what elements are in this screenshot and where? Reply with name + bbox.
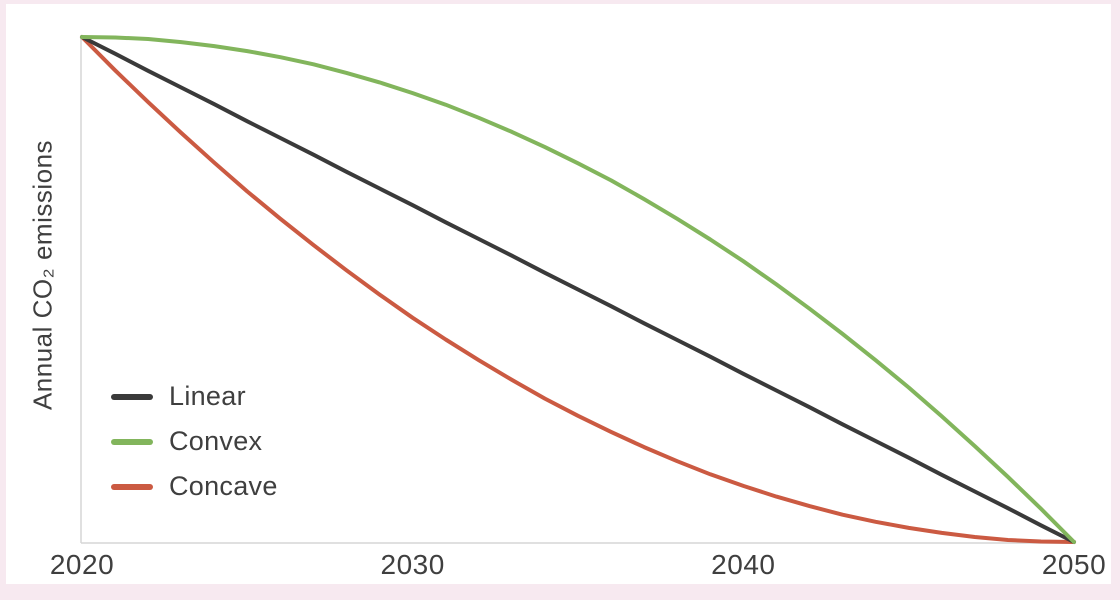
emissions-chart — [80, 35, 1076, 544]
legend-item-convex: Convex — [111, 419, 278, 464]
series-line-concave — [80, 35, 1076, 544]
legend-label: Convex — [169, 426, 263, 456]
convex-line-swatch-icon — [111, 438, 153, 445]
chart-panel: Annual CO₂ emissions 2020 2030 2040 2050… — [6, 4, 1111, 584]
x-tick-label: 2030 — [380, 549, 445, 580]
concave-line-swatch-icon — [111, 483, 153, 490]
legend-label: Concave — [169, 471, 278, 501]
x-tick-label: 2040 — [711, 549, 776, 580]
legend-item-concave: Concave — [111, 464, 278, 509]
series-line-linear — [80, 35, 1076, 544]
x-tick-label: 2020 — [49, 549, 115, 580]
linear-line-swatch-icon — [111, 393, 153, 400]
chart-legend: Linear Convex Concave — [111, 374, 278, 509]
legend-item-linear: Linear — [111, 374, 278, 419]
x-tick-label: 2050 — [1041, 549, 1107, 580]
series-line-convex — [80, 35, 1076, 544]
y-axis-label: Annual CO₂ emissions — [27, 139, 58, 411]
legend-label: Linear — [169, 381, 246, 411]
